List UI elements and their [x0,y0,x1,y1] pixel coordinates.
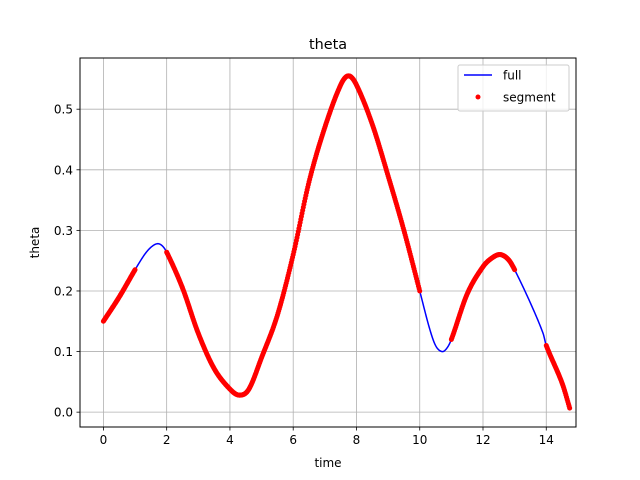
x-tick-label: 12 [475,433,490,447]
y-tick-label: 0.1 [54,345,73,359]
ticks: 0 2 4 6 8 10 12 14 0.0 0.1 0.2 0.3 0.4 0.5 [54,103,554,447]
x-tick-label: 14 [539,433,554,447]
segment-point [512,267,518,273]
y-tick-label: 0.0 [54,406,73,420]
x-tick-label: 2 [163,433,171,447]
segment-point [132,267,138,273]
legend-label-full: full [503,69,522,83]
axes-frame [79,57,577,428]
x-axis-label: time [314,456,341,470]
x-tick-label: 6 [289,433,297,447]
y-tick-label: 0.3 [54,224,73,238]
y-tick-label: 0.2 [54,284,73,298]
y-tick-label: 0.5 [54,103,73,117]
x-tick-label: 10 [412,433,427,447]
segment-point [567,405,573,411]
y-tick-label: 0.4 [54,163,73,177]
legend-marker-segment [475,94,481,100]
legend-label-segment: segment [503,91,556,105]
grid [80,58,576,427]
x-tick-label: 4 [226,433,234,447]
y-axis-label: theta [28,227,42,259]
legend: full segment [457,64,570,112]
segment-point [417,288,423,294]
x-tick-label: 0 [100,433,108,447]
chart-title: theta [309,37,347,53]
series-segment [100,73,573,411]
legend-box [457,64,570,112]
x-tick-label: 8 [353,433,361,447]
